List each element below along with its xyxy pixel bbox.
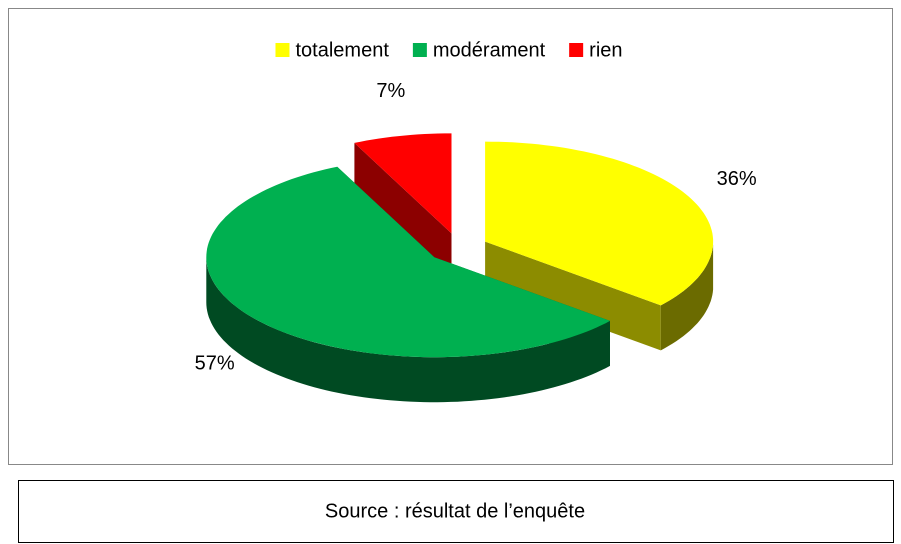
data-label: 57% <box>195 352 235 374</box>
slice-side <box>206 257 611 403</box>
source-text: Source : résultat de l’enquête <box>325 500 585 522</box>
legend-swatch <box>412 43 427 57</box>
legend-label: totalement <box>295 39 389 61</box>
slice-side <box>485 241 661 351</box>
data-label: 7% <box>376 80 405 102</box>
slice <box>354 133 452 234</box>
legend-swatch <box>569 43 584 57</box>
legend-label: rien <box>589 39 622 61</box>
legend-label: modérament <box>433 39 546 61</box>
source-box <box>18 480 894 543</box>
slice <box>485 141 714 306</box>
slice-side <box>660 241 714 351</box>
data-label: 36% <box>717 168 757 190</box>
slice-side <box>354 142 452 279</box>
legend-swatch <box>275 43 290 57</box>
slice <box>206 166 611 358</box>
